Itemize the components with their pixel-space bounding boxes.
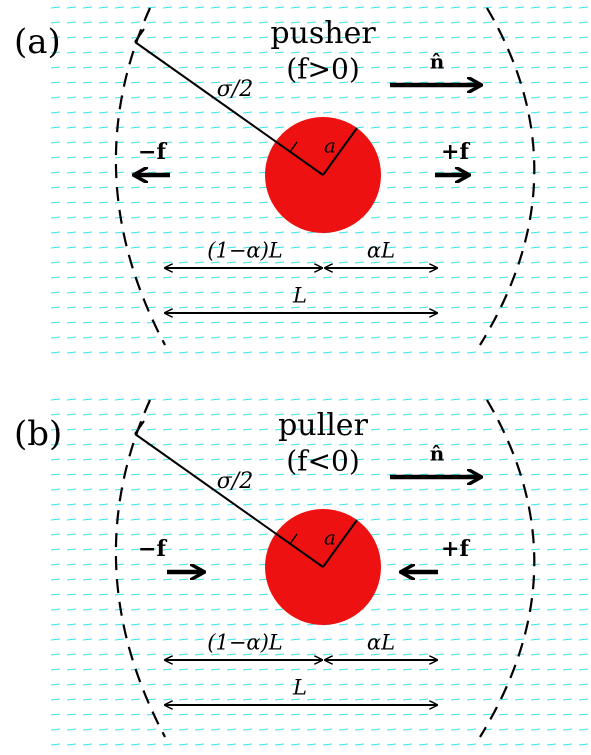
- segment-total-label: L: [292, 284, 307, 308]
- panel-label: (b): [14, 414, 62, 454]
- right-force-label: +f: [441, 139, 470, 165]
- inner-radius-label: a: [324, 134, 336, 158]
- direction-label: n̂: [430, 50, 445, 74]
- panel-title: pusher: [270, 16, 376, 51]
- direction-label: n̂: [430, 442, 445, 466]
- left-force-label: −f: [138, 536, 167, 562]
- outer-radius-label: σ/2: [217, 469, 253, 494]
- left-force-label: −f: [138, 139, 167, 165]
- outer-radius-label: σ/2: [217, 77, 253, 102]
- segment-total-label: L: [292, 676, 307, 700]
- panel-condition: (f>0): [286, 53, 360, 86]
- panel-label: (a): [14, 22, 61, 62]
- panel-title: puller: [278, 408, 368, 443]
- segment-right-label: αL: [367, 631, 395, 655]
- inner-radius-label: a: [324, 526, 336, 550]
- panel-condition: (f<0): [286, 445, 360, 478]
- figure: (a) pusher(f>0) n̂ −f +f σ/2 a (1−α)L αL L (b) pull…: [0, 0, 591, 755]
- segment-left-label: (1−α)L: [207, 239, 282, 263]
- panel: (b) puller(f<0) n̂ −f +f σ/2 a (1−α)L αL L: [14, 394, 591, 749]
- right-force-label: +f: [441, 536, 470, 562]
- segment-right-label: αL: [367, 239, 395, 263]
- segment-left-label: (1−α)L: [207, 631, 282, 655]
- panel: (a) pusher(f>0) n̂ −f +f σ/2 a (1−α)L αL L: [14, 2, 591, 357]
